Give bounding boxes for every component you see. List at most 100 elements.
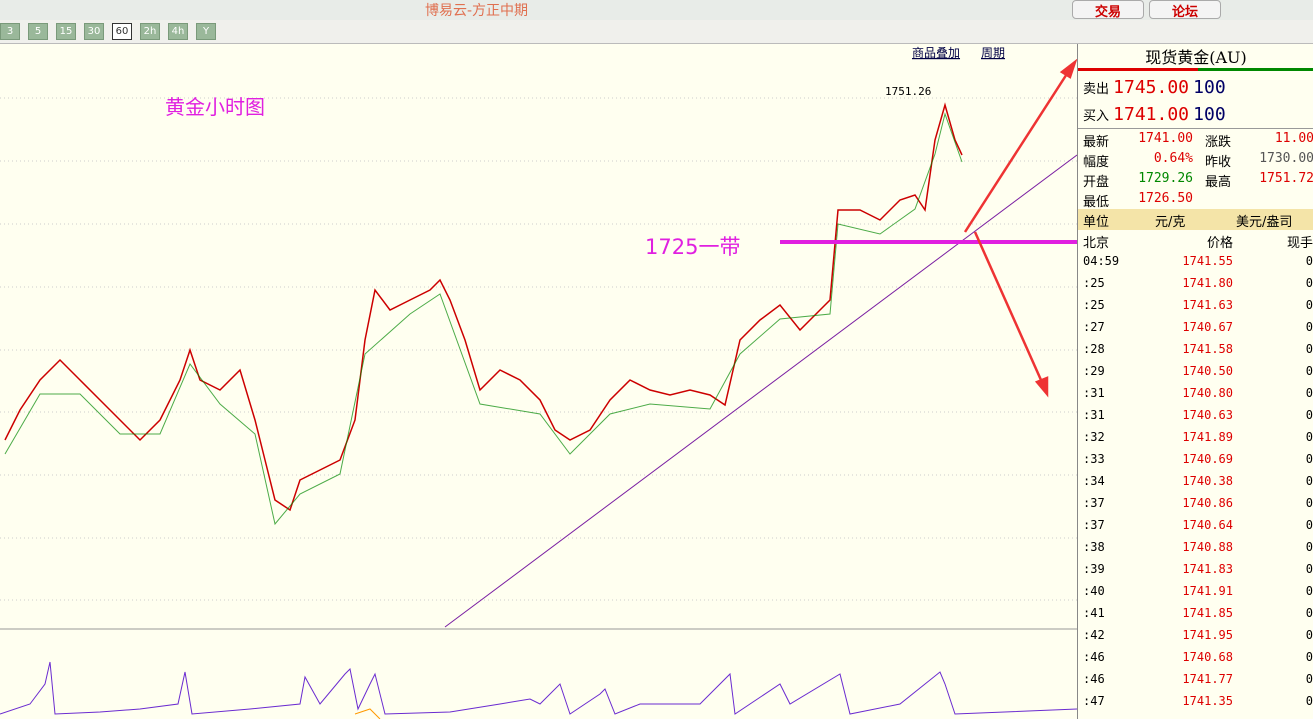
tick-price: 1741.35 <box>1182 694 1233 708</box>
high-label: 1751.26 <box>885 85 931 98</box>
tick-qty: 0 <box>1305 518 1313 532</box>
tick-price: 1741.80 <box>1182 276 1233 290</box>
unit-right[interactable]: 美元/盎司 <box>1236 215 1293 230</box>
tick-qty: 0 <box>1305 650 1313 664</box>
period-button[interactable]: 15 <box>56 23 76 40</box>
forum-button[interactable]: 论坛 <box>1149 0 1221 20</box>
title-bar: 博易云-方正中期 交易 论坛 <box>0 0 1313 20</box>
divider <box>1078 128 1313 129</box>
chart: 黄金小时图 1725一带 1751.26 商品叠加 周期 <box>0 45 1077 719</box>
sell-row: 卖出 1745.00 100 <box>1083 77 1313 101</box>
volume-average <box>354 708 381 719</box>
stat-value: 1730.00 <box>1259 151 1313 166</box>
quote-panel: 现货黄金(AU) 卖出 1745.00 100 买入 1741.00 100 最… <box>1077 44 1313 719</box>
tick-qty: 0 <box>1305 672 1313 686</box>
tick-qty: 0 <box>1305 320 1313 334</box>
tick-time: :42 <box>1083 628 1105 642</box>
tick-time: :41 <box>1083 606 1105 620</box>
tick-time: :31 <box>1083 408 1105 422</box>
price-path-shadow <box>4 112 963 526</box>
stat-value: 1726.50 <box>1138 191 1193 206</box>
label: 卖出 <box>1083 82 1110 97</box>
tick-price: 1740.68 <box>1182 650 1233 664</box>
tick-time: :39 <box>1083 562 1105 576</box>
tick-qty: 0 <box>1305 364 1313 378</box>
tick-qty: 0 <box>1305 584 1313 598</box>
tick-qty: 0 <box>1305 452 1313 466</box>
tick-qty: 0 <box>1305 276 1313 290</box>
trade-button[interactable]: 交易 <box>1072 0 1144 20</box>
tick-price: 1740.88 <box>1182 540 1233 554</box>
tick-time: :46 <box>1083 650 1105 664</box>
unit-row: 单位 元/克 美元/盎司 <box>1078 209 1313 230</box>
trend-line <box>444 154 1077 628</box>
tick-time: :47 <box>1083 694 1105 708</box>
tick-qty: 0 <box>1305 254 1313 268</box>
tick-price: 1741.83 <box>1182 562 1233 576</box>
tick-qty: 0 <box>1305 540 1313 554</box>
unit-left[interactable]: 元/克 <box>1155 215 1186 230</box>
tick-price: 1740.86 <box>1182 496 1233 510</box>
stat-value: 1741.00 <box>1138 131 1193 146</box>
overlay-link[interactable]: 商品叠加 <box>912 45 960 60</box>
tick-header: 北京 <box>1083 236 1110 251</box>
tick-header: 现手 <box>1286 236 1313 251</box>
period-button[interactable]: Y <box>196 23 216 40</box>
tick-time: :25 <box>1083 298 1105 312</box>
price: 1741.00 <box>1113 104 1190 125</box>
period-button[interactable]: 60 <box>112 23 132 40</box>
buy-row: 买入 1741.00 100 <box>1083 104 1313 128</box>
stat-label: 最高 <box>1205 175 1232 190</box>
tick-qty: 0 <box>1305 694 1313 708</box>
tick-price: 1741.63 <box>1182 298 1233 312</box>
price: 1745.00 <box>1113 77 1190 98</box>
tick-price: 1741.55 <box>1182 254 1233 268</box>
tick-time: :32 <box>1083 430 1105 444</box>
tick-qty: 0 <box>1305 386 1313 400</box>
tick-price: 1741.89 <box>1182 430 1233 444</box>
tick-price: 1740.80 <box>1182 386 1233 400</box>
stat-value: 1751.72 <box>1259 171 1313 186</box>
stat-label: 最新 <box>1083 135 1110 150</box>
stat-value: 1729.26 <box>1138 171 1193 186</box>
annotation: 1725一带 <box>645 235 740 259</box>
stat-label: 开盘 <box>1083 175 1110 190</box>
tick-qty: 0 <box>1305 298 1313 312</box>
tick-time: 04:59 <box>1083 254 1120 268</box>
stat-label: 涨跌 <box>1205 135 1232 150</box>
grid <box>0 97 1077 601</box>
tick-header: 价格 <box>1206 236 1233 251</box>
tick-qty: 0 <box>1305 342 1313 356</box>
tick-time: :46 <box>1083 672 1105 686</box>
tick-time: :38 <box>1083 540 1105 554</box>
period-link[interactable]: 周期 <box>981 46 1005 60</box>
tick-time: :29 <box>1083 364 1105 378</box>
tick-time: :34 <box>1083 474 1105 488</box>
tick-time: :33 <box>1083 452 1105 466</box>
tick-time: :28 <box>1083 342 1105 356</box>
chart-title: 黄金小时图 <box>165 95 265 119</box>
stat-label: 最低 <box>1083 195 1110 210</box>
stats: 最新 1741.00 涨跌 11.00 幅度 0.64% 昨收 1730.00 开盘 1729.2… <box>1078 129 1313 210</box>
tick-time: :37 <box>1083 518 1105 532</box>
tick-time: :25 <box>1083 276 1105 290</box>
period-button[interactable]: 30 <box>84 23 104 40</box>
tick-qty: 0 <box>1305 606 1313 620</box>
tick-time: :31 <box>1083 386 1105 400</box>
tick-price: 1740.67 <box>1182 320 1233 334</box>
period-button[interactable]: 2h <box>140 23 160 40</box>
tick-price: 1741.58 <box>1182 342 1233 356</box>
period-button[interactable]: 5 <box>28 23 48 40</box>
arrows <box>963 58 1077 398</box>
period-button[interactable]: 3 <box>0 23 20 40</box>
tick-qty: 0 <box>1305 474 1313 488</box>
period-button[interactable]: 4h <box>168 23 188 40</box>
window-title: 博易云-方正中期 <box>425 3 529 19</box>
label: 买入 <box>1083 109 1110 124</box>
tick-price: 1741.85 <box>1182 606 1233 620</box>
tick-price: 1740.64 <box>1182 518 1233 532</box>
tick-price: 1741.77 <box>1182 672 1233 686</box>
tick-price: 1740.50 <box>1182 364 1233 378</box>
tick-qty: 0 <box>1305 562 1313 576</box>
tick-qty: 0 <box>1305 408 1313 422</box>
